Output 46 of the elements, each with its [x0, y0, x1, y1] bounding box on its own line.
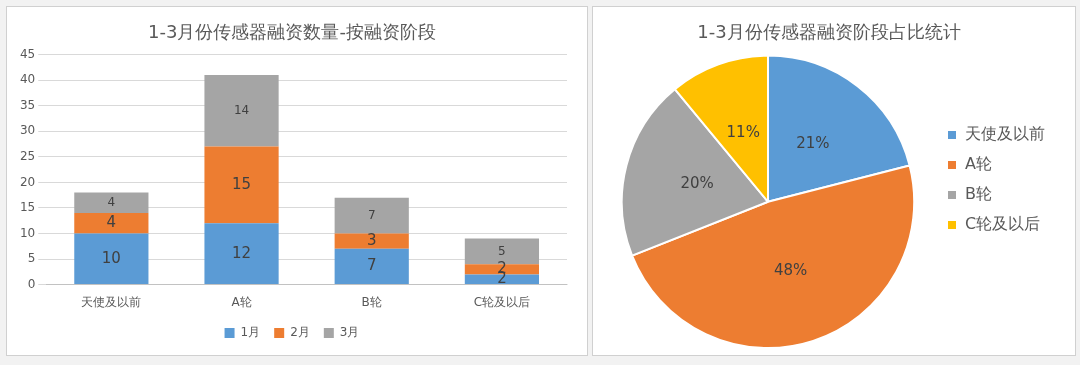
legend-label: 1月 [240, 325, 261, 340]
data-label: 4 [107, 194, 116, 209]
data-label: 20% [680, 173, 714, 192]
y-tick-label: 5 [27, 251, 36, 266]
data-label: 5 [498, 243, 506, 258]
chart-title: 1-3月份传感器融资阶段占比统计 [697, 21, 961, 43]
y-tick-label: 15 [19, 200, 36, 215]
y-tick-label: 0 [27, 276, 36, 291]
x-tick-label: C轮及以后 [473, 294, 531, 309]
y-tick-label: 45 [19, 46, 36, 61]
bar [74, 233, 149, 285]
data-label: 48% [773, 261, 808, 280]
bar [204, 223, 279, 285]
data-label: 12 [232, 243, 252, 262]
y-tick-label: 10 [19, 225, 36, 240]
data-label: 7 [366, 256, 377, 275]
legend-label: 天使及以前 [965, 124, 1045, 144]
y-tick-label: 25 [19, 148, 36, 163]
y-tick-label: 35 [19, 97, 36, 112]
bar [334, 233, 409, 249]
x-tick-label: 天使及以前 [81, 294, 142, 309]
chart-title: 1-3月份传感器融资数量-按融资阶段 [148, 21, 436, 43]
legend-label: B轮 [965, 184, 992, 204]
bar [74, 192, 149, 214]
data-label: 3 [366, 231, 377, 250]
legend-label: 3月 [339, 325, 360, 340]
data-label: 7 [367, 207, 376, 222]
y-tick-label: 40 [19, 72, 36, 87]
x-tick-label: B轮 [361, 294, 382, 309]
y-tick-label: 30 [19, 123, 36, 138]
legend-label: 2月 [290, 325, 310, 340]
legend-label: C轮及以后 [965, 214, 1041, 234]
data-label: 15 [232, 174, 252, 193]
data-label: 21% [796, 133, 830, 152]
legend-label: A轮 [965, 154, 992, 174]
x-tick-label: A轮 [231, 294, 252, 309]
bar [334, 248, 409, 285]
bar [74, 213, 149, 234]
y-tick-label: 20 [19, 174, 36, 189]
bar [204, 146, 279, 224]
bar [334, 197, 409, 234]
data-label: 11% [726, 122, 760, 141]
data-label: 4 [106, 213, 117, 232]
data-label: 14 [233, 102, 250, 117]
data-label: 10 [101, 248, 121, 267]
bar [204, 75, 279, 147]
